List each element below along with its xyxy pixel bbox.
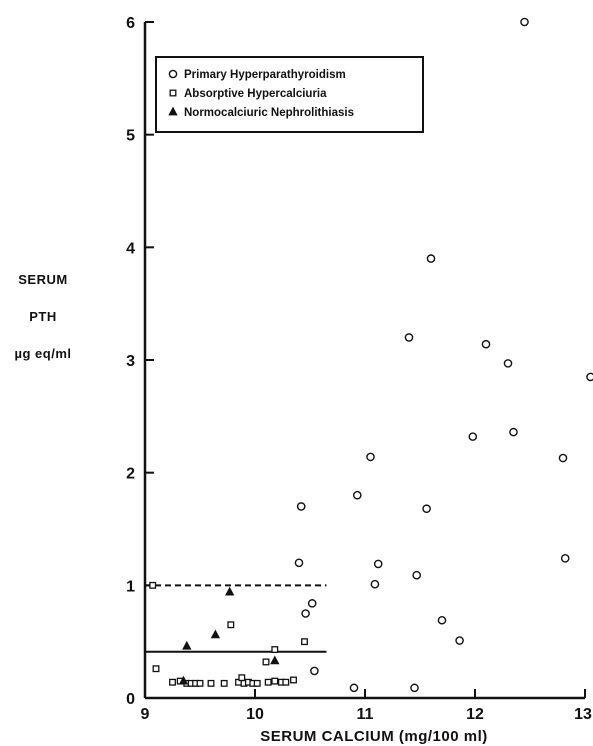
legend-box [155,56,424,133]
square-point [264,678,272,686]
circle-point [481,339,491,349]
circle-point [520,17,529,27]
y-tick-label: 3 [126,353,135,370]
circle-point [558,453,568,463]
circle-point [370,579,380,589]
square-point [271,646,279,654]
y-tick-label: 4 [126,240,135,257]
circle-point [366,452,375,462]
triangle-point [210,629,221,639]
square-point [169,678,176,686]
circle-point [349,683,359,693]
y-tick-label: 0 [126,691,135,708]
square-point [227,621,235,629]
y-tick-label: 1 [126,578,135,595]
x-axis-label: SERUM CALCIUM (mg/100 ml) [260,728,488,745]
x-tick-label: 10 [246,706,264,723]
circle-point [294,558,304,568]
circle-point [560,553,570,563]
circle-point [410,683,419,693]
reference-lines [145,584,327,653]
x-tick-label: 12 [466,706,484,723]
y-tick-label: 5 [126,128,135,145]
square-point [152,665,160,673]
circle-point [373,559,383,569]
legend-label: Primary Hyperparathyroidism [184,69,346,81]
square-point [301,638,308,646]
y-tick-label: 6 [126,15,135,32]
square-point [253,679,261,687]
circle-point [586,372,593,382]
square-point [238,674,246,682]
circle-point [352,490,362,500]
circle-point [296,502,306,511]
circle-point [422,504,431,514]
x-tick-label: 11 [357,706,374,723]
triangle-point [182,640,192,650]
square-point [149,581,157,589]
circle-point [404,333,414,342]
x-tick-label: 9 [141,706,150,723]
x-tick-label: 13 [574,706,592,723]
circle-point [301,609,310,618]
circle-point [307,599,317,608]
circle-point [437,615,447,625]
square-point [290,676,297,684]
triangle-point [178,675,189,685]
y-axis-label-line-2: PTH [29,309,57,324]
square-point [220,679,228,687]
square-point [196,679,204,687]
circle-point [509,427,518,437]
square-point [282,678,290,686]
triangle-point [225,586,235,596]
circle-point [468,432,478,441]
legend-marker-circle [168,69,178,79]
circle-point [426,254,436,263]
legend-label: Absorptive Hypercalciuria [184,88,327,100]
square-point [207,679,215,687]
circle-point [412,570,422,580]
legend-marker-square [169,89,177,97]
square-point [271,677,279,685]
legend: Primary Hyperparathyroidism Absorptive Hy… [155,56,424,133]
triangle-point [270,655,280,665]
square-point [262,658,270,666]
circle-point [455,636,464,645]
y-axis-label-line-1: SERUM [18,272,68,287]
data-points [149,17,593,693]
circle-point [503,359,513,368]
y-tick-label: 2 [126,466,135,483]
legend-marker-triangle [168,106,178,116]
y-axis-label-line-3: µg eq/ml [14,346,72,361]
circle-point [310,666,319,676]
legend-label: Normocalciuric Nephrolithiasis [184,107,354,119]
